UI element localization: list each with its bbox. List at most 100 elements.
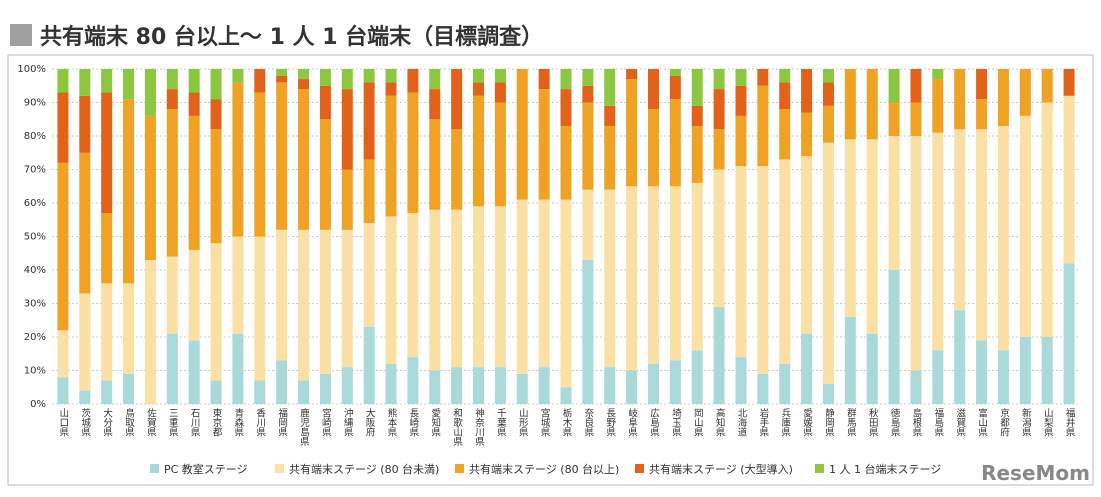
bar-segment	[188, 69, 200, 93]
bar-segment	[669, 186, 681, 361]
bar-segment	[79, 293, 91, 391]
bar-segment	[801, 156, 813, 334]
x-tick-label: 長崎県	[407, 408, 419, 437]
bar-segment	[188, 340, 200, 404]
bar-segment	[822, 105, 834, 143]
x-tick-label: 岡山県	[692, 408, 704, 437]
x-tick-label: 熊本県	[386, 407, 398, 437]
bar-segment	[691, 125, 703, 183]
bar-segment	[604, 125, 616, 190]
legend-label: 共有端末ステージ (80 台未満)	[289, 462, 439, 476]
bar-segment	[494, 82, 506, 103]
bar-segment	[232, 69, 244, 83]
bar-segment	[494, 367, 506, 404]
bar-segment	[101, 92, 113, 214]
x-tick-label: 和歌山県	[451, 408, 463, 447]
bar-segment	[822, 69, 834, 83]
y-tick-label: 0%	[30, 399, 46, 410]
bar-segment	[757, 85, 769, 167]
bar-segment	[604, 69, 616, 106]
bar-segment	[319, 119, 331, 230]
bar-segment	[473, 95, 485, 207]
bar-segment	[210, 243, 222, 381]
bar-segment	[298, 89, 310, 230]
bar-segment	[954, 310, 966, 404]
bar-segment	[910, 69, 922, 103]
bar-segment	[954, 129, 966, 311]
bar-segment	[1041, 337, 1053, 404]
bar-segment	[932, 132, 944, 351]
bar-segment	[298, 380, 310, 404]
x-tick-label: 鹿児島県	[298, 407, 310, 447]
x-tick-label: 福島県	[932, 407, 944, 437]
bar-segment	[276, 82, 288, 230]
x-tick-label: 青森県	[232, 407, 244, 437]
bar-segment	[123, 283, 135, 374]
bar-segment	[801, 333, 813, 404]
y-tick-label: 80%	[24, 131, 46, 142]
legend-label: 共有端末ステージ (80 台以上)	[469, 462, 619, 476]
bar-segment	[298, 69, 310, 80]
bar-segment	[429, 119, 441, 210]
bar-segment	[276, 75, 288, 83]
bar-segment	[1019, 115, 1031, 338]
bar-segment	[123, 373, 135, 404]
x-tick-label: 大阪府	[364, 407, 376, 437]
x-tick-label: 愛媛県	[801, 407, 813, 437]
bar-segment	[560, 199, 572, 388]
bar-segment	[691, 350, 703, 404]
bar-segment	[626, 79, 638, 187]
bar-segment	[604, 105, 616, 126]
bar-segment	[341, 367, 353, 404]
bar-segment	[1041, 102, 1053, 337]
x-tick-label: 広島県	[648, 407, 660, 437]
bar-segment	[779, 109, 791, 160]
bar-segment	[757, 166, 769, 374]
x-tick-label: 沖縄県	[342, 407, 354, 437]
bar-segment	[254, 69, 266, 93]
bar-segment	[560, 125, 572, 200]
bar-segment	[188, 249, 200, 341]
bar-segment	[166, 333, 178, 404]
bar-segment	[473, 82, 485, 96]
bar-segment	[626, 186, 638, 371]
legend-label: PC 教室ステージ	[164, 462, 248, 476]
bar-segment	[669, 99, 681, 187]
y-tick-label: 70%	[24, 165, 46, 176]
bar-segment	[57, 92, 69, 163]
bar-segment	[451, 367, 463, 404]
bar-segment	[647, 186, 659, 364]
bar-segment	[79, 95, 91, 153]
bar-segment	[144, 69, 156, 116]
bar-segment	[276, 360, 288, 404]
bar-segment	[516, 199, 528, 374]
bar-segment	[429, 89, 441, 120]
bar-segment	[822, 82, 834, 106]
frame	[7, 54, 1094, 486]
bar-segment	[363, 82, 375, 160]
bar-segment	[166, 109, 178, 257]
bar-segment	[1019, 337, 1031, 404]
x-tick-label: 高知県	[714, 407, 726, 437]
legend-swatch	[635, 464, 644, 473]
title-marker	[10, 24, 32, 46]
bar-segment	[669, 75, 681, 100]
y-tick-label: 100%	[17, 64, 46, 75]
bar-segment	[385, 95, 397, 217]
x-tick-label: 佐賀県	[145, 407, 157, 437]
x-tick-label: 群馬県	[845, 407, 857, 437]
bar-segment	[691, 105, 703, 126]
bar-segment	[385, 69, 397, 83]
bar-segment	[976, 69, 988, 100]
bar-segment	[166, 89, 178, 110]
bar-segment	[997, 69, 1009, 126]
bar-segment	[866, 139, 878, 334]
watermark: ReseMom	[981, 461, 1090, 485]
bar-segment	[319, 373, 331, 404]
bar-segment	[166, 69, 178, 90]
bar-segment	[757, 69, 769, 86]
bar-segment	[582, 85, 594, 103]
bar-segment	[319, 229, 331, 374]
bar-segment	[538, 199, 550, 368]
bar-segment	[429, 69, 441, 90]
